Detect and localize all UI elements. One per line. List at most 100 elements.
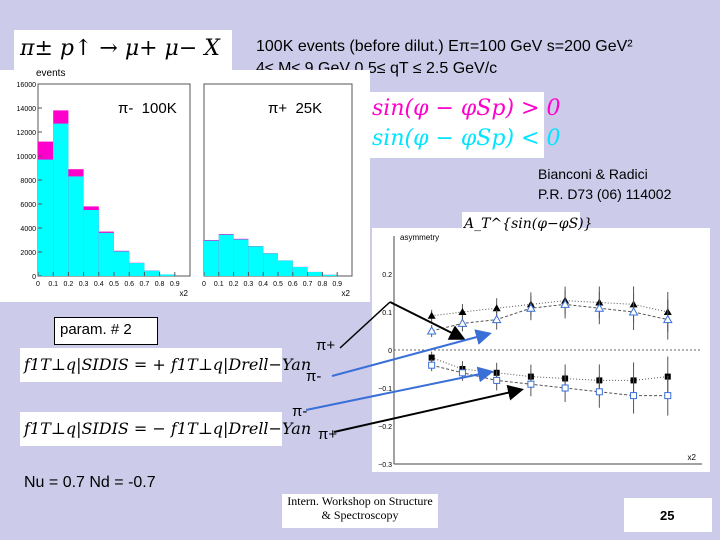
y-tick-label: 2000 [20, 250, 36, 257]
asymmetry-ylabel: asymmetry [400, 233, 439, 242]
x-tick-label: 0.3 [244, 281, 254, 288]
series-line [431, 364, 668, 397]
histogram-pi-minus: 0 2000 4000 6000 8000 10000 12000 14000 16000 0 0.… [17, 82, 191, 298]
x-tick-label: 0.3 [79, 281, 89, 288]
marker-open-triangle [628, 306, 639, 316]
process-formula: π± p↑ → μ+ μ− X [20, 36, 220, 61]
y-tick-label: 12000 [17, 130, 37, 137]
x-tick-label: 0 [36, 281, 40, 288]
equation-minus-box: f1T⊥q|SIDIS = − f1T⊥q|Drell−Yan [20, 412, 311, 446]
y-tick-label: 16000 [17, 82, 37, 89]
x-tick-label: 0.8 [155, 281, 165, 288]
process-formula-box: π± p↑ → μ+ μ− X [14, 30, 232, 70]
equation-plus-box: f1T⊥q|SIDIS = + f1T⊥q|Drell−Yan [20, 348, 311, 382]
arrow-line [339, 301, 391, 349]
workshop-footer: Intern. Workshop on Structure & Spectros… [282, 494, 438, 528]
x-tick-label: 0.1 [214, 281, 224, 288]
y-tick-label: 0.2 [382, 272, 392, 279]
marker-filled-triangle [458, 308, 467, 315]
marker-open-triangle [662, 314, 673, 324]
marker-open-square [630, 392, 638, 400]
histogram-bar-negative [307, 271, 323, 276]
series-line [431, 300, 668, 317]
x-tick-label: 0.4 [94, 281, 104, 288]
histogram-bar-negative [292, 267, 308, 276]
marker-open-square [428, 361, 436, 369]
asymmetry-plot: asymmetry 0.2 0.1 0 −0.1 −0.2 −0.3 x2 [372, 228, 710, 472]
x-tick-label: 0.9 [332, 281, 342, 288]
histogram-bar-negative [204, 240, 219, 276]
histogram-bar-negative [233, 239, 249, 276]
y-tick-label: −0.2 [378, 424, 392, 431]
y-tick-label: 8000 [20, 178, 36, 185]
histogram-bar-negative [98, 232, 114, 276]
x-tick-label: 0.4 [258, 281, 268, 288]
y-tick-label: 4000 [20, 226, 36, 233]
marker-open-square [561, 384, 569, 392]
y-tick-label: 0 [32, 274, 36, 281]
histogram-bar-negative [53, 123, 69, 276]
equation-minus: f1T⊥q|SIDIS = − f1T⊥q|Drell−Yan [24, 419, 312, 438]
n-values: Nu = 0.7 Nd = -0.7 [24, 474, 156, 491]
x-tick-label: 0.8 [318, 281, 328, 288]
x-tick-label: 0.5 [109, 281, 119, 288]
y-tick-label: −0.3 [378, 462, 392, 469]
marker-open-triangle [426, 325, 437, 335]
marker-filled-triangle [492, 304, 501, 312]
histogram-bar-negative [263, 253, 278, 276]
x-axis-label: x2 [342, 289, 351, 298]
histogram-bar-negative [38, 159, 54, 276]
histogram-bar-negative [83, 210, 99, 276]
x-tick-label: 0.9 [170, 281, 180, 288]
pi-plus-bottom-label: π+ [318, 426, 338, 443]
x-tick-label: 0.2 [64, 281, 74, 288]
marker-open-square [595, 388, 603, 396]
marker-open-triangle [560, 299, 570, 308]
page-number: 25 [660, 508, 675, 523]
workshop-text: Intern. Workshop on Structure & Spectros… [287, 494, 433, 522]
y-tick-label: 10000 [17, 154, 37, 161]
x-tick-label: 0.1 [48, 281, 58, 288]
y-tick-label: 14000 [17, 106, 37, 113]
x-tick-label: 0 [202, 281, 206, 288]
y-tick-label: 0.1 [382, 310, 392, 317]
x-tick-label: 0.6 [288, 281, 298, 288]
x-tick-label: 0.5 [273, 281, 283, 288]
marker-open-square [458, 369, 466, 377]
y-tick-label: 0 [388, 348, 392, 355]
asymmetry-label: A_T^{sin(φ−φS)} [464, 216, 593, 232]
x-tick-label: 0.7 [140, 281, 150, 288]
header-line1: 100K events (before dilut.) Eπ=100 GeV s… [256, 38, 633, 55]
histogram-ylabel: events [36, 68, 66, 79]
asymmetry-label-box: A_T^{sin(φ−φS)} [462, 212, 593, 240]
y-tick-label: 6000 [20, 202, 36, 209]
reference-authors: Bianconi & Radici [538, 166, 648, 182]
x-tick-label: 0.6 [124, 281, 134, 288]
marker-open-triangle [491, 314, 502, 324]
histogram-bar-negative [144, 270, 160, 276]
histogram-pi-plus: 0 0.1 0.2 0.3 0.4 0.5 0.6 0.7 0.8 0.9x2 [202, 83, 353, 298]
pi-minus-top-label: π- [306, 368, 322, 385]
marker-filled-triangle [427, 311, 436, 319]
legend-negative: sin(φ − φSp) < 0 [372, 126, 561, 151]
histogram-bar-negative [114, 251, 130, 276]
panel-label-pi-minus: π- 100K [118, 100, 177, 117]
asymmetry-chart: asymmetry 0.2 0.1 0 −0.1 −0.2 −0.3 x2 [378, 233, 702, 469]
histogram-panel: 0 2000 4000 6000 8000 10000 12000 14000 16000 0 0.… [0, 70, 370, 302]
x-axis-label: x2 [180, 289, 189, 298]
series-line [431, 303, 668, 332]
marker-open-triangle [526, 303, 536, 312]
y-tick-label: −0.1 [378, 386, 392, 393]
arrow-pi-minus-bottom [305, 366, 494, 411]
arrow-pi-plus-bottom [333, 384, 524, 433]
param-box: param. # 2 [54, 317, 158, 345]
marker-open-triangle [594, 303, 605, 312]
legend-positive: sin(φ − φSp) > 0 [372, 96, 561, 121]
histogram-bar-negative [129, 263, 145, 276]
marker-filled-square [428, 354, 435, 361]
sin-legend: sin(φ − φSp) > 0 sin(φ − φSp) < 0 [370, 92, 560, 158]
histogram-bar-negative [278, 260, 293, 276]
page-number-box: 25 [624, 498, 712, 532]
param-label: param. # 2 [60, 321, 132, 338]
